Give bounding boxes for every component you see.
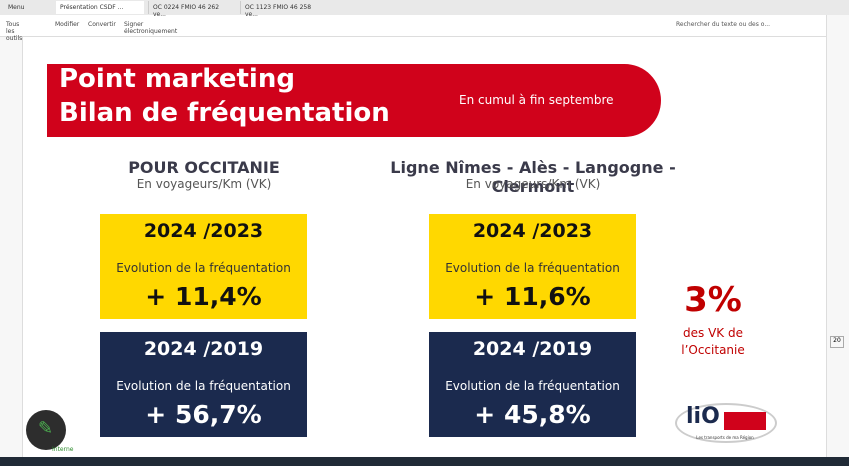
label: Evolution de la fréquentation (116, 261, 291, 275)
edit-button[interactable]: ✎ (26, 410, 66, 450)
toolbar-item[interactable]: Tous les outils (6, 21, 23, 42)
value: + 11,4% (145, 282, 262, 311)
title-1: Point marketing (59, 64, 295, 94)
label: Evolution de la fréquentation (445, 379, 620, 393)
share-value: 3% (684, 280, 742, 320)
label: Evolution de la fréquentation (116, 379, 291, 393)
period: 2024 /2019 (472, 338, 593, 360)
stat-box (429, 214, 636, 319)
subtitle: En cumul à fin septembre (459, 93, 614, 107)
logo-flag (724, 412, 766, 430)
tab[interactable]: Présentation CSDF ... (56, 1, 144, 14)
logo-name: liO (686, 404, 720, 429)
toolbar (0, 15, 849, 37)
tab[interactable]: Menu (8, 4, 25, 11)
period: 2024 /2023 (143, 220, 264, 242)
right-tools (826, 15, 849, 457)
column-unit: En voyageurs/Km (VK) (136, 177, 272, 191)
logo-tagline: Les transports de ma Région (696, 435, 754, 440)
toolbar-item[interactable]: Modifier (55, 21, 80, 28)
taskbar (0, 457, 849, 466)
footer: Interne (52, 446, 74, 453)
tab[interactable]: OC 1123 FMIO 46 258 ve... (240, 1, 328, 18)
label: Evolution de la fréquentation (445, 261, 620, 275)
stat-box (429, 332, 636, 437)
value: + 56,7% (145, 400, 262, 429)
column-unit: En voyageurs/Km (VK) (465, 177, 601, 191)
column-heading: Ligne Nîmes - Alès - Langogne - Clermont (390, 158, 676, 196)
title-2: Bilan de fréquentation (59, 98, 390, 128)
toolbar-item[interactable]: Signer électroniquement (124, 21, 178, 35)
logo (675, 403, 777, 443)
tab[interactable]: OC 0224 FMIO 46 262 ve... (148, 1, 236, 18)
stat-box (100, 332, 307, 437)
toolbar-item[interactable]: Convertir (88, 21, 116, 28)
value: + 11,6% (474, 282, 591, 311)
period: 2024 /2023 (472, 220, 593, 242)
stat-box (100, 214, 307, 319)
search[interactable]: Rechercher du texte ou des o... (676, 21, 771, 28)
period: 2024 /2019 (143, 338, 264, 360)
page-number: 20 (830, 336, 844, 348)
tab-bar (0, 0, 849, 15)
banner (47, 64, 661, 137)
column-heading: POUR OCCITANIE (128, 158, 280, 177)
share-text: l’Occitanie (681, 343, 745, 357)
share-text: des VK de (683, 326, 743, 340)
value: + 45,8% (474, 400, 591, 429)
left-tools (0, 37, 23, 457)
